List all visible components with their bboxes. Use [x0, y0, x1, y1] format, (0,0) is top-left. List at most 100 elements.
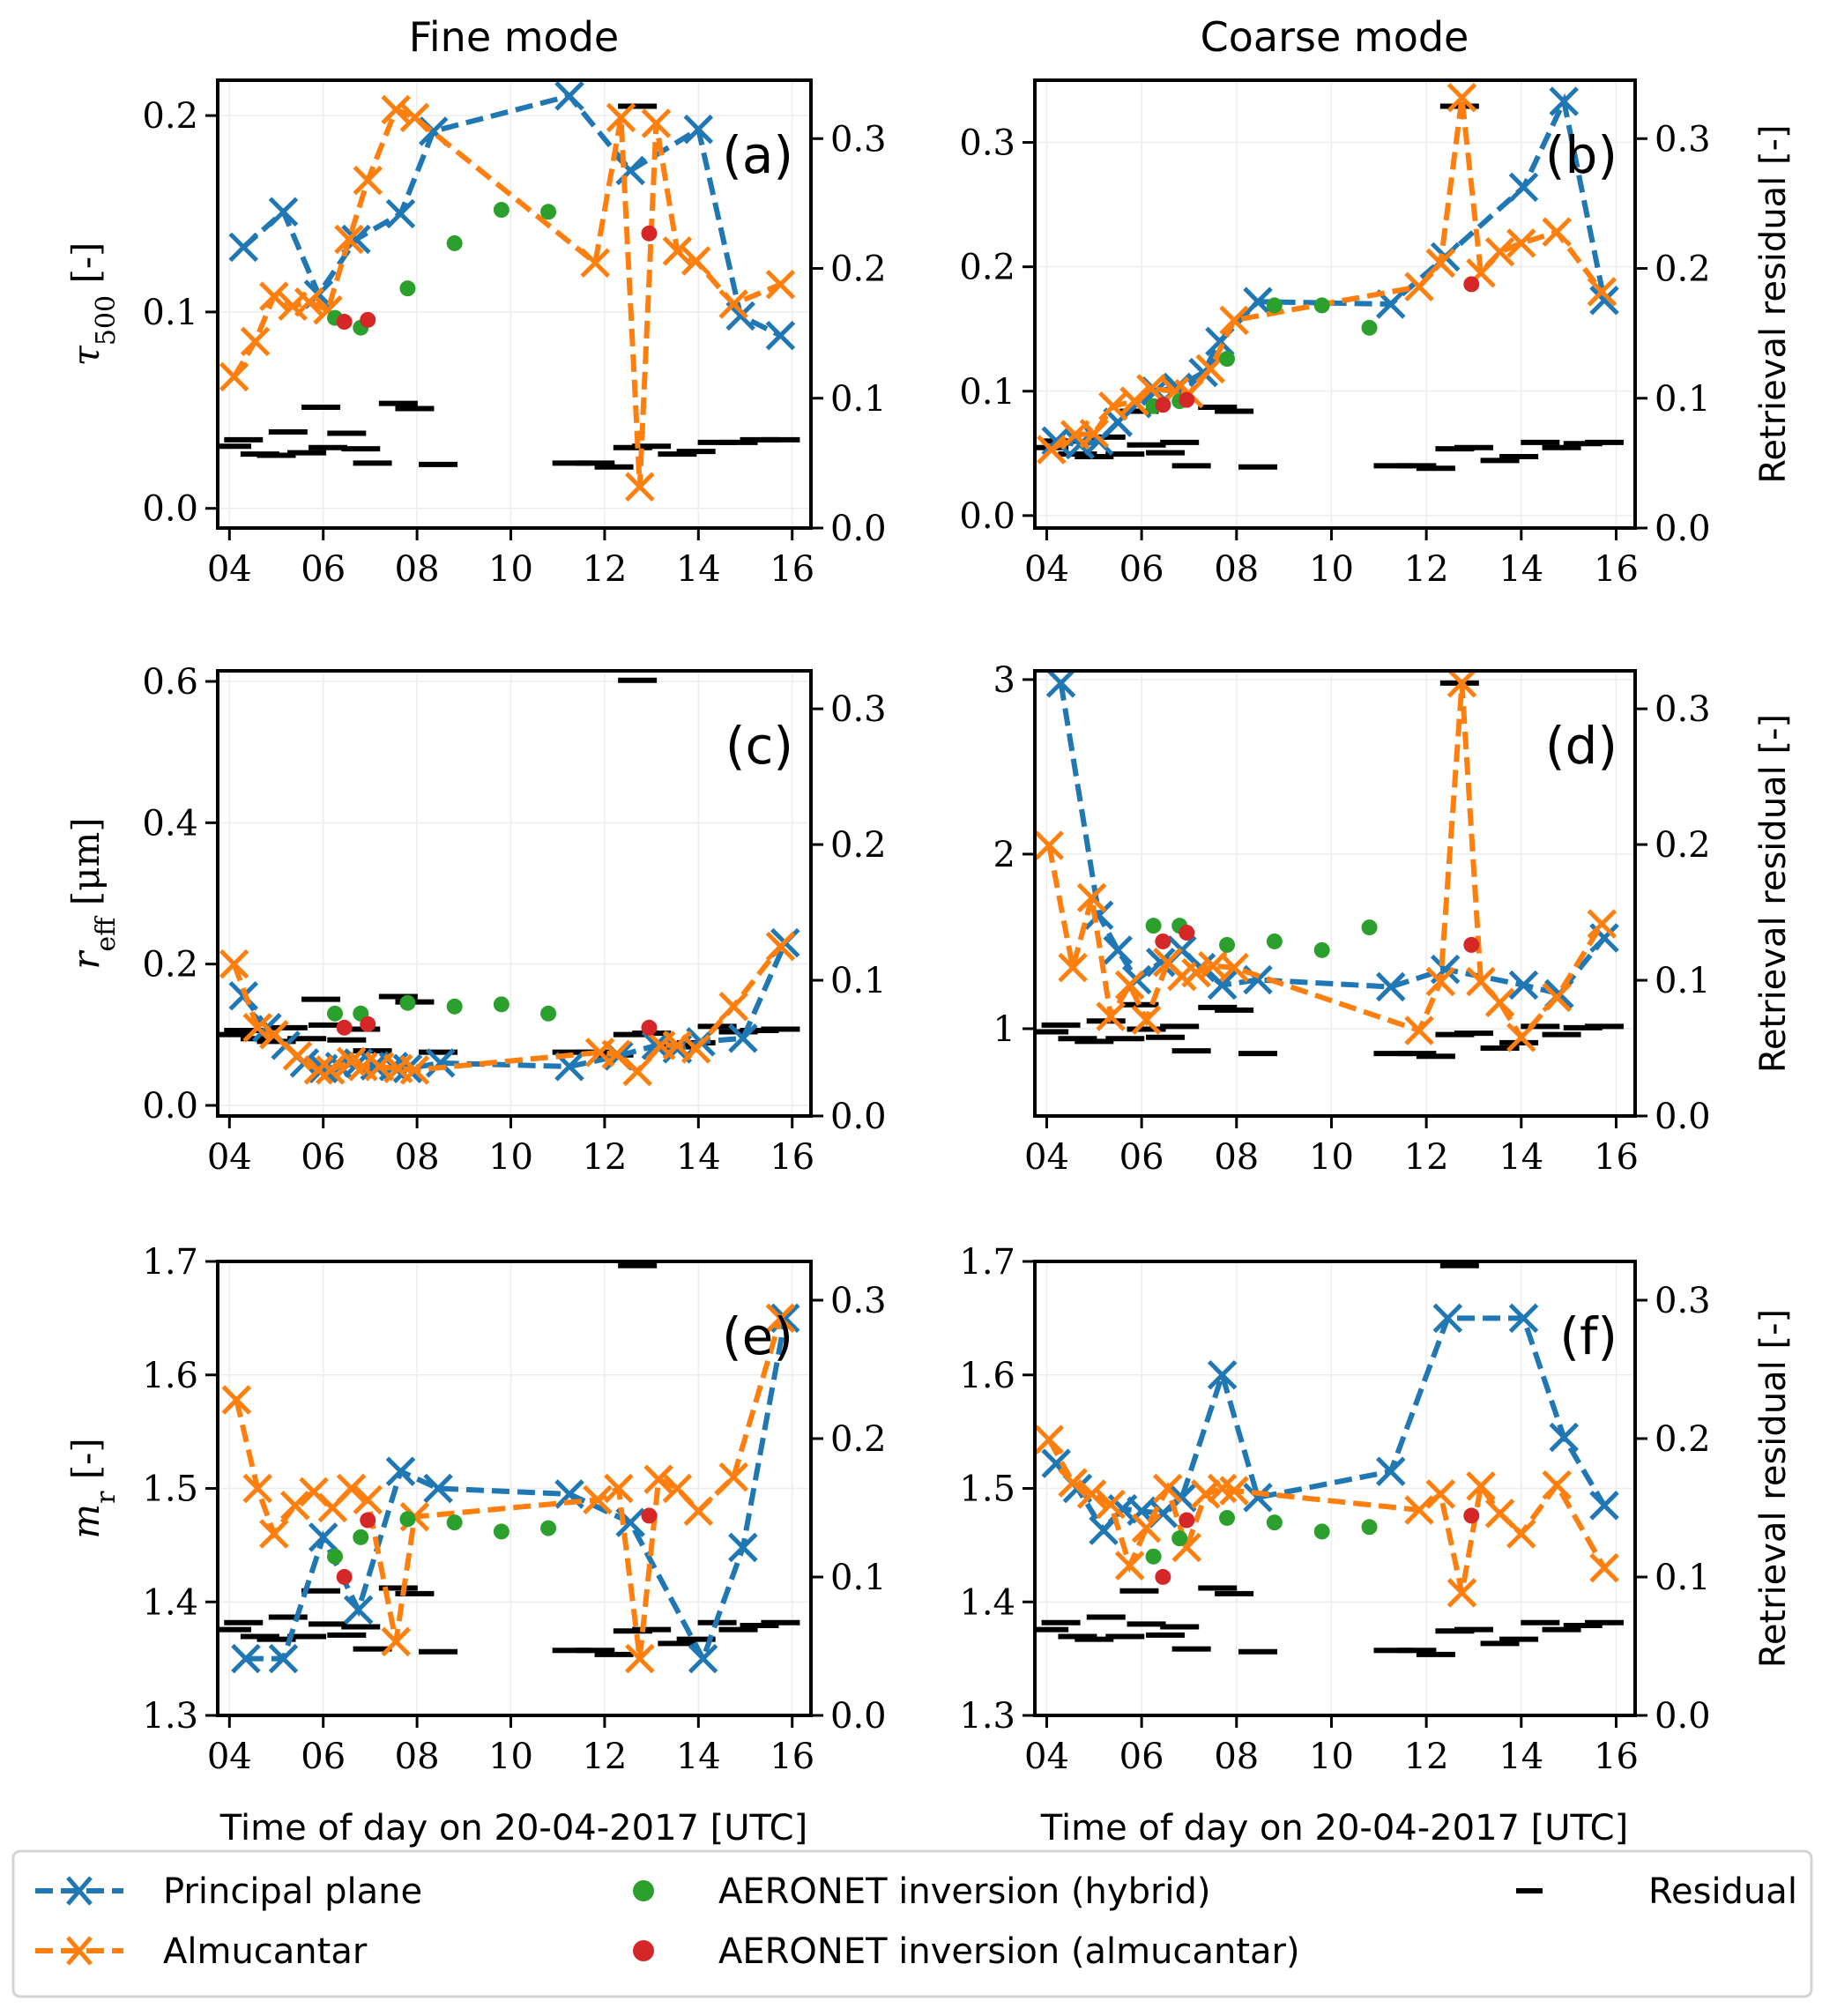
x-stroke [1589, 285, 1619, 316]
almucantar-marker [1446, 671, 1477, 698]
legend-label: Almucantar [163, 1931, 368, 1972]
aeronet-hybrid-point [540, 204, 557, 220]
almucantar-marker [240, 326, 271, 357]
x-stroke [765, 931, 796, 962]
y2-tick-label: 0.2 [1655, 825, 1711, 866]
y-axis-label-symbol: τ [64, 345, 108, 366]
legend-label: AERONET inversion (hybrid) [718, 1871, 1211, 1912]
almucantar-marker [580, 248, 611, 278]
x-stroke [583, 1484, 613, 1515]
aeronet-almucantar-point [1179, 925, 1195, 941]
aeronet-hybrid-point [1266, 933, 1283, 949]
panel-tag: (e) [722, 1306, 793, 1366]
panel-tag: (c) [725, 716, 793, 776]
x-stroke [1508, 172, 1539, 203]
x-stroke [1375, 971, 1406, 1002]
x-stroke [765, 269, 796, 300]
y-tick-label: 1.4 [142, 1582, 198, 1623]
principal-plane-marker [728, 1532, 758, 1563]
principal-plane-marker [1549, 86, 1580, 116]
x-stroke [336, 1046, 367, 1077]
x-stroke [765, 1303, 796, 1334]
almucantar-marker [1219, 1476, 1249, 1506]
right-y-axis-label: Retrieval residual [-] [1753, 124, 1794, 483]
aeronet-hybrid-point [1313, 1523, 1330, 1540]
legend-label: Residual [1648, 1871, 1797, 1912]
x-stroke [1219, 305, 1249, 336]
x-stroke [1425, 1479, 1456, 1509]
aeronet-hybrid-point [1313, 941, 1330, 958]
x-stroke [282, 1041, 313, 1071]
principal-plane-marker [1207, 970, 1238, 1001]
almucantar-marker [242, 1473, 272, 1504]
x-stroke [625, 1643, 655, 1674]
x-stroke [1549, 86, 1580, 116]
y-tick-label: 0.1 [142, 293, 198, 333]
y2-tick-label: 0.1 [830, 1558, 887, 1598]
x-tick-label: 10 [1309, 1737, 1354, 1777]
x-stroke [1589, 1552, 1619, 1583]
x-stroke [280, 1491, 310, 1521]
panel-c: 04 06 08 10 12 14 16 0.0 0.2 0.4 0.6 0.0 0.1 0.2 0.3 (c… [64, 662, 887, 1178]
almucantar-marker [353, 165, 383, 196]
x-stroke [418, 116, 449, 146]
aeronet-hybrid-point [1266, 297, 1283, 314]
almucantar-marker [718, 1462, 748, 1492]
column-title-fine: Fine mode [409, 13, 619, 61]
principal-plane-marker [343, 1595, 374, 1625]
x-tick-label: 16 [1594, 1137, 1639, 1178]
almucantar-marker [641, 108, 672, 138]
plot-area [1035, 671, 1625, 1060]
x-tick-label: 10 [488, 549, 533, 590]
x-stroke [353, 1484, 383, 1515]
aeronet-almucantar-point [336, 1019, 353, 1036]
aeronet-hybrid-point [1361, 919, 1378, 936]
x-stroke [1508, 1303, 1539, 1334]
x-stroke [1466, 966, 1496, 997]
principal-plane-line [1055, 93, 1607, 448]
y-tick-label: 0.2 [142, 96, 198, 137]
y-tick-label: 2 [993, 835, 1015, 875]
y-tick-label: 0.6 [142, 662, 198, 703]
principal-plane-line [1058, 682, 1607, 997]
y2-tick-label: 0.0 [830, 1696, 887, 1737]
almucantar-marker [1425, 966, 1456, 997]
almucantar-marker [1096, 1489, 1126, 1520]
almucantar-marker [1466, 1471, 1496, 1501]
x-stroke [1207, 1473, 1238, 1504]
principal-plane-marker [683, 114, 714, 145]
aeronet-almucantar-point [1179, 391, 1195, 408]
almucantar-marker [1542, 1469, 1572, 1500]
legend-item-principal-plane: Principal plane [35, 1871, 422, 1912]
x-stroke [1191, 1479, 1221, 1509]
x-stroke [1035, 1425, 1064, 1454]
legend-dot-icon [633, 1940, 654, 1961]
x-stroke [1425, 248, 1456, 279]
x-tick-label: 08 [395, 1737, 440, 1777]
principal-plane-marker [688, 1643, 718, 1674]
x-stroke [1466, 1471, 1496, 1501]
principal-plane-marker [1103, 935, 1133, 965]
x-stroke [1035, 830, 1064, 860]
x-stroke [1589, 923, 1619, 953]
almucantar-marker [1404, 272, 1434, 302]
aeronet-hybrid-point [1145, 1548, 1162, 1565]
x-stroke [641, 108, 672, 138]
y-tick-label: 1.3 [959, 1696, 1015, 1737]
x-stroke [584, 1038, 615, 1068]
x-stroke [259, 1519, 289, 1549]
x-stroke [1219, 1476, 1249, 1506]
panel-f: 04 06 08 10 12 14 16 1.3 1.4 1.5 1.6 1.7 0.0 0.1 0.2 0.… [959, 1242, 1794, 1777]
x-stroke [1152, 1473, 1183, 1504]
x-stroke [1058, 952, 1088, 983]
x-stroke [554, 1052, 584, 1082]
almucantar-marker [1037, 435, 1067, 465]
almucantar-marker [625, 1643, 655, 1674]
x-stroke [231, 1643, 261, 1674]
almucantar-marker [1219, 952, 1249, 983]
x-stroke [1404, 1015, 1434, 1045]
legend: Principal plane Almucantar AERONET inversi… [11, 1849, 1813, 1998]
x-stroke [680, 246, 711, 276]
almucantar-marker [336, 1473, 367, 1504]
legend-label: AERONET inversion (almucantar) [718, 1931, 1300, 1972]
